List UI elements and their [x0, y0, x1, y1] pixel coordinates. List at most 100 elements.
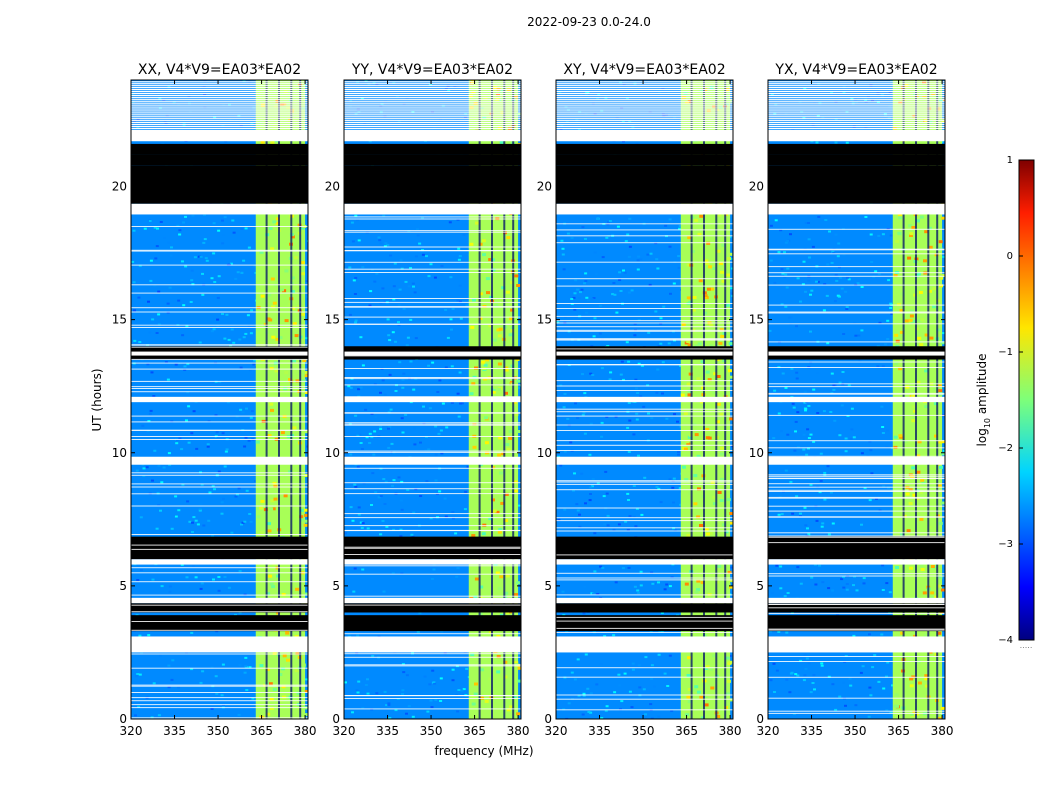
noise-pixel	[876, 101, 880, 104]
rfi-pixel	[514, 661, 519, 665]
noise-pixel	[668, 654, 672, 657]
noise-pixel	[612, 528, 616, 531]
rfi-pixel	[718, 341, 723, 345]
blanked-line	[131, 486, 308, 488]
noise-pixel	[573, 308, 577, 311]
noise-pixel	[198, 508, 202, 511]
noise-pixel	[252, 226, 256, 229]
noise-pixel	[244, 665, 248, 668]
noise-pixel	[422, 405, 425, 408]
rfi-pixel	[720, 270, 725, 274]
blanked-line	[556, 235, 733, 237]
blanked-line	[344, 81, 521, 83]
blanked-line	[131, 125, 308, 128]
noise-pixel	[840, 578, 844, 581]
rfi-pixel	[911, 466, 916, 470]
noise-pixel	[248, 369, 252, 372]
blanked-line	[344, 384, 521, 386]
noise-pixel	[784, 386, 788, 389]
noise-pixel	[406, 336, 410, 339]
rfi-pixel	[941, 216, 945, 220]
noise-pixel	[816, 372, 820, 375]
rfi-pixel	[716, 249, 721, 253]
blanked-line	[556, 129, 733, 131]
rfi-pixel	[290, 235, 295, 239]
noise-pixel	[441, 402, 445, 405]
noise-pixel	[387, 427, 390, 430]
blanked-line	[768, 386, 945, 388]
noise-pixel	[593, 251, 597, 254]
noise-pixel	[589, 372, 593, 375]
noise-pixel	[169, 254, 173, 257]
noise-pixel	[822, 309, 826, 312]
noise-pixel	[142, 467, 146, 470]
rfi-pixel	[912, 394, 917, 398]
noise-pixel	[360, 526, 364, 529]
noise-pixel	[457, 415, 461, 418]
noise-pixel	[785, 678, 789, 681]
noise-pixel	[643, 476, 647, 479]
rfi-pixel	[704, 703, 709, 707]
blanked-line	[768, 710, 945, 712]
noise-pixel	[618, 684, 622, 687]
noise-pixel	[241, 521, 245, 524]
noise-pixel	[836, 614, 839, 616]
noise-pixel	[847, 278, 851, 281]
blanked-line	[556, 450, 733, 451]
rfi-pixel	[260, 140, 265, 144]
rfi-pixel	[256, 328, 261, 332]
blanked-line	[556, 527, 733, 529]
noise-pixel	[407, 230, 411, 233]
rfi-pixel	[269, 108, 274, 112]
rfi-pixel	[499, 471, 503, 475]
noise-pixel	[351, 711, 354, 714]
rfi-pixel	[510, 308, 515, 312]
blanked-line	[768, 284, 945, 286]
noise-pixel	[885, 582, 889, 585]
rfi-pixel	[471, 534, 476, 538]
noise-pixel	[451, 517, 455, 520]
rfi-pixel	[483, 363, 488, 367]
rfi-pixel	[285, 631, 290, 635]
noise-pixel	[889, 264, 893, 267]
rfi-pixel	[491, 466, 496, 470]
noise-pixel	[428, 83, 432, 86]
noise-pixel	[815, 519, 819, 522]
noise-pixel	[881, 432, 885, 434]
rfi-pixel	[688, 468, 693, 472]
noise-pixel	[183, 365, 187, 368]
rfi-pixel	[304, 374, 308, 378]
noise-pixel	[251, 697, 255, 700]
rfi-pixel	[304, 370, 308, 374]
rfi-pixel	[509, 705, 514, 709]
noise-pixel	[580, 472, 584, 475]
noise-pixel	[628, 515, 632, 518]
blanked-line	[768, 120, 945, 122]
rfi-pixel	[717, 213, 722, 217]
rfi-pixel	[304, 690, 308, 693]
noise-pixel	[432, 568, 436, 571]
blanked-row	[556, 597, 733, 604]
rfi-pixel	[696, 454, 701, 458]
noise-pixel	[253, 359, 257, 362]
noise-pixel	[830, 372, 834, 375]
noise-pixel	[412, 285, 415, 288]
noise-pixel	[859, 671, 863, 674]
noise-pixel	[353, 293, 357, 295]
noise-pixel	[619, 290, 623, 292]
noise-pixel	[214, 675, 218, 678]
noise-pixel	[349, 506, 353, 509]
rfi-pixel	[937, 383, 942, 387]
blanked-line	[556, 554, 733, 556]
rfi-pixel	[692, 296, 697, 299]
blanked-line	[344, 85, 521, 87]
noise-pixel	[774, 219, 778, 222]
noise-pixel	[401, 386, 405, 389]
rfi-pixel	[506, 447, 511, 451]
noise-pixel	[212, 222, 216, 225]
blanked-line	[768, 114, 945, 116]
noise-pixel	[206, 445, 210, 448]
noise-pixel	[619, 373, 623, 376]
noise-pixel	[583, 585, 587, 588]
rfi-pixel	[928, 289, 932, 293]
